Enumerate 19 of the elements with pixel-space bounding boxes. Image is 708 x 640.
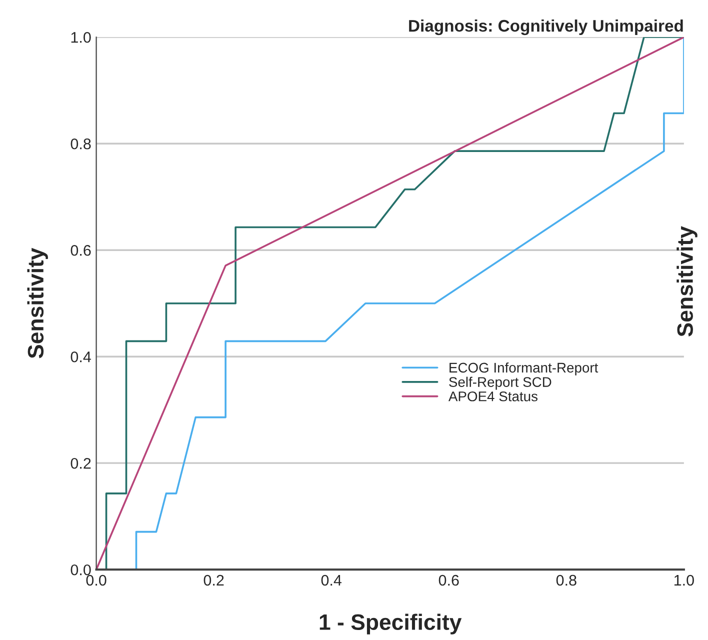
x-axis-title: 1 - Specificity <box>320 614 462 634</box>
y-tick-label: 1.0 <box>71 32 91 43</box>
y-tick-label: 0.6 <box>70 244 91 256</box>
legend-label: Self-Report SCD <box>449 376 552 390</box>
legend-label: ECOG Informant-Report <box>450 362 598 376</box>
y-tick-label: 0.2 <box>70 458 91 469</box>
legend-label: APOE4 Status <box>448 391 538 402</box>
x-tick-label: 0.2 <box>204 574 224 586</box>
y-tick-label: 0.8 <box>70 138 91 150</box>
y-tick-label: 0.4 <box>70 351 91 362</box>
chart-title: Diagnosis: Cognitively Unimpaired <box>409 19 683 36</box>
x-tick-label: 0.6 <box>438 574 459 586</box>
x-tick-label: 0.0 <box>86 574 106 586</box>
y2-axis-title: Sensitivity <box>676 226 698 337</box>
x-tick-label: 0.8 <box>556 574 576 586</box>
x-tick-label: 0.4 <box>321 574 342 586</box>
y-tick-label: 0.0 <box>70 564 91 576</box>
y-axis-title: Sensitivity <box>27 248 48 358</box>
x-tick-label: 1.0 <box>674 574 694 586</box>
